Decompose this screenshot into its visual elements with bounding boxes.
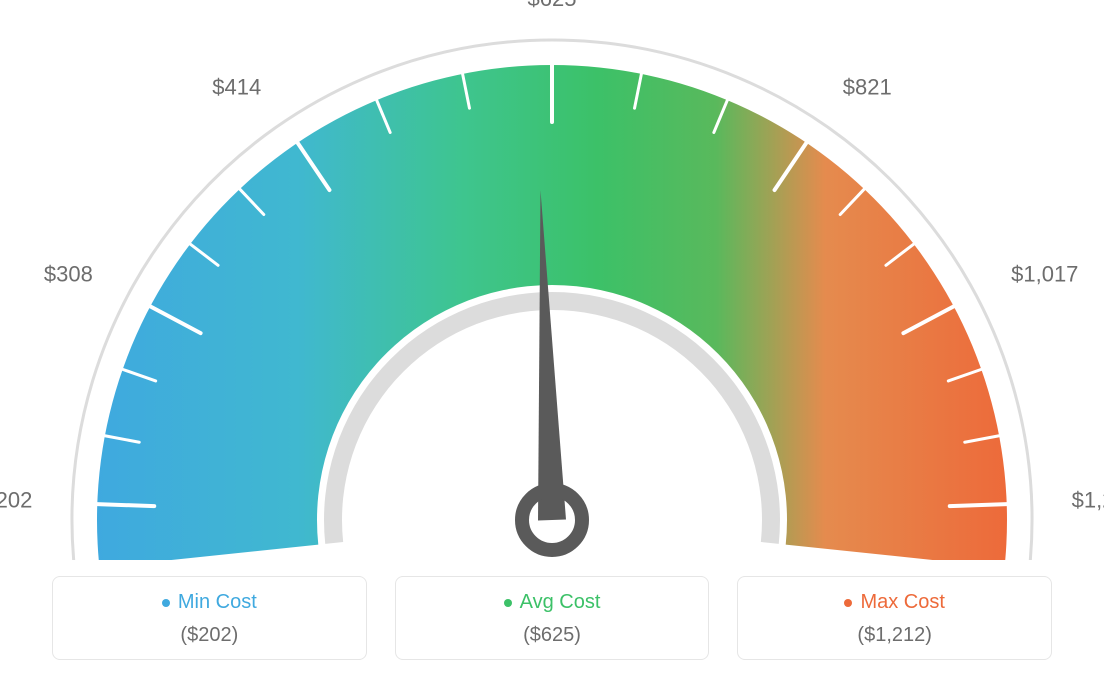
- legend-card-max: Max Cost ($1,212): [737, 576, 1052, 660]
- svg-text:$1,017: $1,017: [1011, 262, 1078, 287]
- svg-text:$414: $414: [212, 75, 261, 100]
- svg-text:$202: $202: [0, 488, 32, 513]
- legend-title-min: Min Cost: [162, 591, 257, 614]
- legend-row: Min Cost ($202) Avg Cost ($625) Max Cost…: [52, 576, 1052, 660]
- legend-title-avg: Avg Cost: [504, 591, 601, 614]
- svg-text:$821: $821: [843, 75, 892, 100]
- legend-value-min: ($202): [63, 624, 356, 647]
- gauge: $202 $308 $414 $625 $821 $1,017 $1,212: [0, 0, 1104, 560]
- dot-icon: [162, 599, 170, 607]
- legend-label: Avg Cost: [520, 591, 601, 614]
- svg-text:$625: $625: [528, 0, 577, 11]
- dot-icon: [844, 599, 852, 607]
- legend-title-max: Max Cost: [844, 591, 944, 614]
- svg-text:$1,212: $1,212: [1072, 488, 1104, 513]
- gauge-chart-container: $202 $308 $414 $625 $821 $1,017 $1,212 Min Cos…: [0, 0, 1104, 690]
- legend-label: Max Cost: [860, 591, 944, 614]
- legend-label: Min Cost: [178, 591, 257, 614]
- legend-value-max: ($1,212): [748, 624, 1041, 647]
- svg-text:$308: $308: [44, 262, 93, 287]
- dot-icon: [504, 599, 512, 607]
- legend-value-avg: ($625): [406, 624, 699, 647]
- legend-card-avg: Avg Cost ($625): [395, 576, 710, 660]
- legend-card-min: Min Cost ($202): [52, 576, 367, 660]
